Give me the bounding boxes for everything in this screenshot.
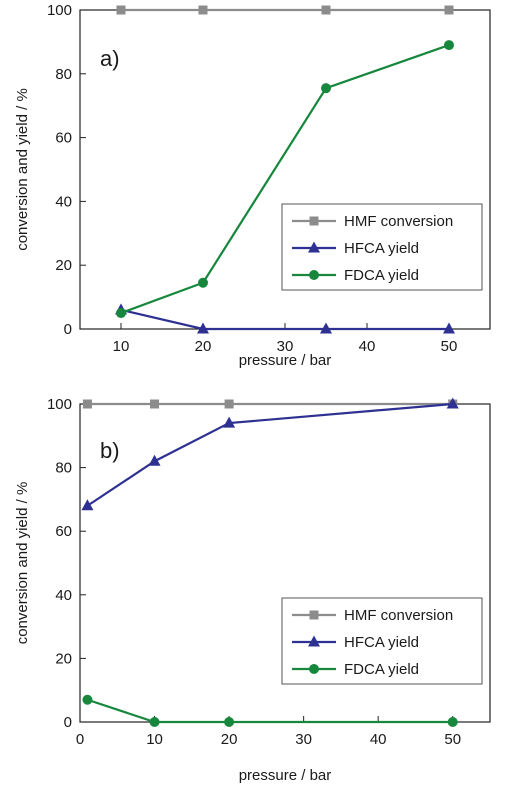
data-point xyxy=(321,83,331,94)
data-point xyxy=(116,5,126,15)
chart-panel-2: 0 20 40 60 80 100 0 10 20 30 40 50 pressure / bar con… xyxy=(14,396,491,784)
data-point xyxy=(149,717,160,727)
series-hfca-yield xyxy=(81,397,459,511)
legend-swatch-marker xyxy=(309,664,319,674)
y-tick-label: 100 xyxy=(47,396,72,413)
x-tick-label: 40 xyxy=(359,338,376,355)
y-tick-label: 20 xyxy=(55,650,72,667)
y-tick-label: 0 xyxy=(64,321,72,338)
x-tick-label: 10 xyxy=(146,731,163,748)
data-point xyxy=(444,5,454,15)
legend-label: HFCA yield xyxy=(344,634,419,651)
data-point xyxy=(81,499,94,511)
y-tick-label: 60 xyxy=(55,523,72,540)
series-hmf-conversion xyxy=(116,5,454,15)
legend-swatch-marker xyxy=(309,270,319,280)
legend: HMF conversion HFCA yield FDCA yield xyxy=(281,597,483,685)
data-point xyxy=(116,308,126,319)
series-fdca-yield xyxy=(82,694,458,727)
data-point xyxy=(443,322,455,334)
data-point xyxy=(320,322,332,334)
x-axis-title: pressure / bar xyxy=(239,767,332,784)
x-tick-label: 10 xyxy=(113,338,130,355)
series-line xyxy=(87,698,453,724)
x-tick-label: 50 xyxy=(444,731,461,748)
data-point xyxy=(150,399,160,409)
legend-label: FDCA yield xyxy=(344,661,419,678)
y-tick-label: 20 xyxy=(55,257,72,274)
data-point xyxy=(197,322,209,334)
y-tick-label: 100 xyxy=(47,2,72,19)
series-fdca-yield xyxy=(116,40,454,319)
panel-label: b) xyxy=(100,438,120,463)
data-point xyxy=(446,397,459,409)
x-tick-label: 0 xyxy=(76,731,84,748)
data-point xyxy=(148,454,161,466)
x-tick-label: 30 xyxy=(277,338,294,355)
legend-label: HMF conversion xyxy=(344,213,453,230)
data-point xyxy=(224,399,234,409)
x-axis-title: pressure / bar xyxy=(239,352,332,369)
legend-label: FDCA yield xyxy=(344,267,419,284)
series-hmf-conversion xyxy=(82,399,458,409)
series-line xyxy=(86,402,453,507)
data-point xyxy=(198,5,208,15)
x-tick-label: 20 xyxy=(195,338,212,355)
series-line xyxy=(120,44,450,315)
data-point xyxy=(223,416,236,428)
data-point xyxy=(198,277,208,288)
chart-panel-1: 0 20 40 60 80 100 10 20 30 40 50 pressure / bar conv… xyxy=(14,2,491,369)
x-tick-label: 40 xyxy=(370,731,387,748)
data-point xyxy=(444,40,454,51)
y-tick-label: 80 xyxy=(55,66,72,83)
x-tick-label: 50 xyxy=(441,338,458,355)
y-tick-label: 0 xyxy=(64,714,72,731)
data-point xyxy=(321,5,331,15)
data-point xyxy=(82,399,92,409)
legend-swatch-marker xyxy=(309,216,319,226)
legend-label: HMF conversion xyxy=(344,607,453,624)
y-tick-label: 40 xyxy=(55,193,72,210)
legend-swatch-marker xyxy=(308,635,320,647)
panel-label: a) xyxy=(100,46,120,71)
x-tick-label: 30 xyxy=(295,731,312,748)
series-line xyxy=(120,308,449,331)
y-axis-title: conversion and yield / % xyxy=(14,482,31,645)
y-tick-label: 80 xyxy=(55,460,72,477)
data-point xyxy=(447,717,458,727)
data-point xyxy=(82,694,93,705)
legend-swatch-marker xyxy=(308,241,320,253)
legend-swatch-marker xyxy=(309,610,319,620)
y-tick-label: 40 xyxy=(55,587,72,604)
legend: HMF conversion HFCA yield FDCA yield xyxy=(281,203,483,291)
legend-label: HFCA yield xyxy=(344,240,419,257)
x-tick-label: 20 xyxy=(221,731,238,748)
data-point xyxy=(224,717,235,727)
y-tick-label: 60 xyxy=(55,130,72,147)
y-axis-title: conversion and yield / % xyxy=(14,88,31,251)
